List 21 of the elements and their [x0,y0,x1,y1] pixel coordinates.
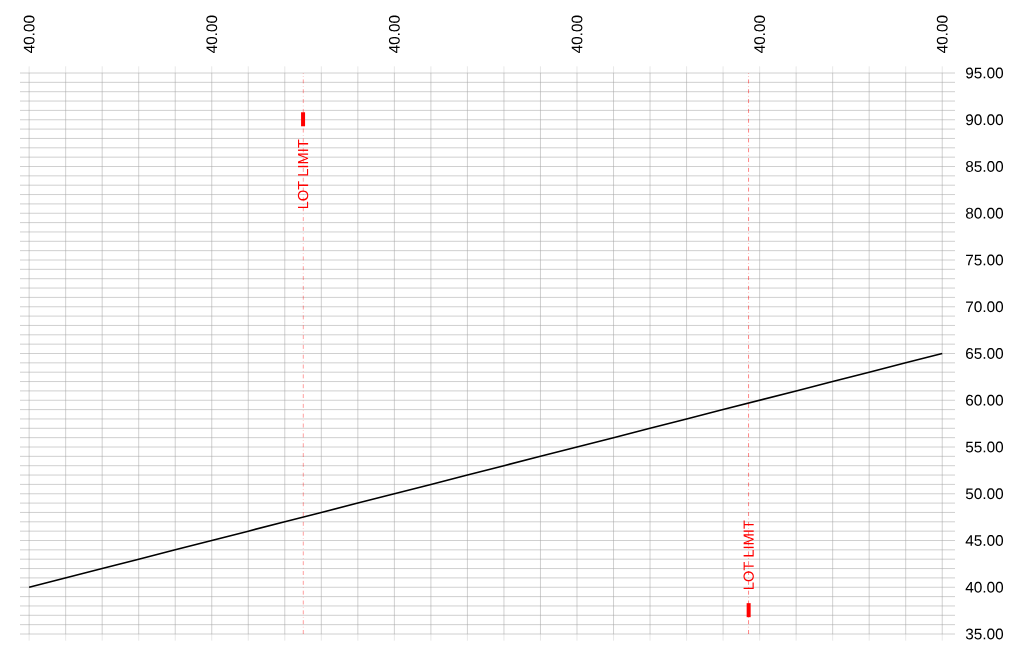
y-tick-label: 75.00 [966,254,1004,266]
y-tick-label: 55.00 [965,441,1004,453]
x-tick-label: 40.00 [388,15,400,54]
y-tick-label: 35.00 [965,628,1004,640]
y-tick-label: 40.00 [965,581,1004,593]
y-tick-label: 85.00 [965,161,1004,172]
y-tick-label: 50.00 [965,488,1004,500]
y-tick-label: 60.00 [966,394,1004,406]
x-tick-label: 40.00 [571,15,583,54]
x-tick-label: 40.00 [936,15,948,54]
y-tick-label: 90.00 [966,114,1004,126]
annotation: LOT LIMIT [297,139,309,209]
y-tick-label: 65.00 [966,348,1004,359]
y-tick-label: 95.00 [966,67,1004,79]
x-tick-label: 40.00 [23,15,35,54]
x-tick-label: 40.00 [754,15,766,54]
y-tick-label: 45.00 [965,535,1004,546]
y-tick-label: 70.00 [966,301,1004,313]
y-tick-label: 80.00 [965,207,1004,219]
annotation: LOT LIMIT [743,520,754,589]
x-tick-label: 40.00 [206,15,218,54]
